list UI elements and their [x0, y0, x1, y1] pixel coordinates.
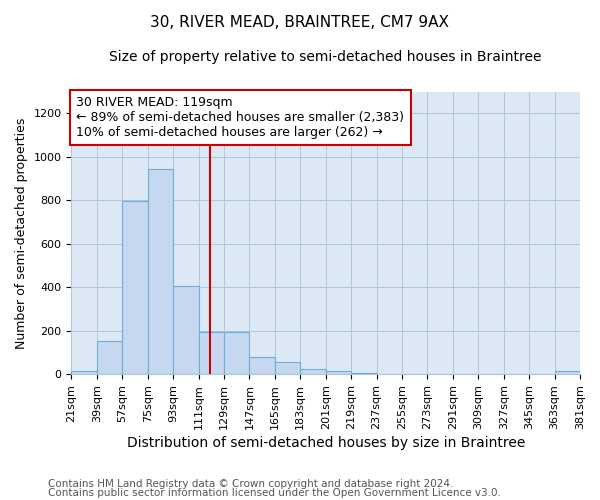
Bar	[224, 332, 250, 374]
Bar	[326, 371, 351, 374]
Bar	[173, 286, 199, 374]
Title: Size of property relative to semi-detached houses in Braintree: Size of property relative to semi-detach…	[109, 50, 542, 64]
Text: Contains HM Land Registry data © Crown copyright and database right 2024.: Contains HM Land Registry data © Crown c…	[48, 479, 454, 489]
Bar	[351, 373, 377, 374]
Bar	[300, 369, 326, 374]
Text: 30 RIVER MEAD: 119sqm
← 89% of semi-detached houses are smaller (2,383)
10% of s: 30 RIVER MEAD: 119sqm ← 89% of semi-deta…	[76, 96, 404, 139]
Bar	[199, 332, 224, 374]
Bar	[97, 340, 122, 374]
Bar	[250, 357, 275, 374]
Bar	[148, 169, 173, 374]
Y-axis label: Number of semi-detached properties: Number of semi-detached properties	[15, 118, 28, 348]
X-axis label: Distribution of semi-detached houses by size in Braintree: Distribution of semi-detached houses by …	[127, 436, 525, 450]
Bar	[275, 362, 300, 374]
Bar	[71, 371, 97, 374]
Bar	[554, 371, 580, 374]
Text: Contains public sector information licensed under the Open Government Licence v3: Contains public sector information licen…	[48, 488, 501, 498]
Bar	[122, 202, 148, 374]
Text: 30, RIVER MEAD, BRAINTREE, CM7 9AX: 30, RIVER MEAD, BRAINTREE, CM7 9AX	[151, 15, 449, 30]
